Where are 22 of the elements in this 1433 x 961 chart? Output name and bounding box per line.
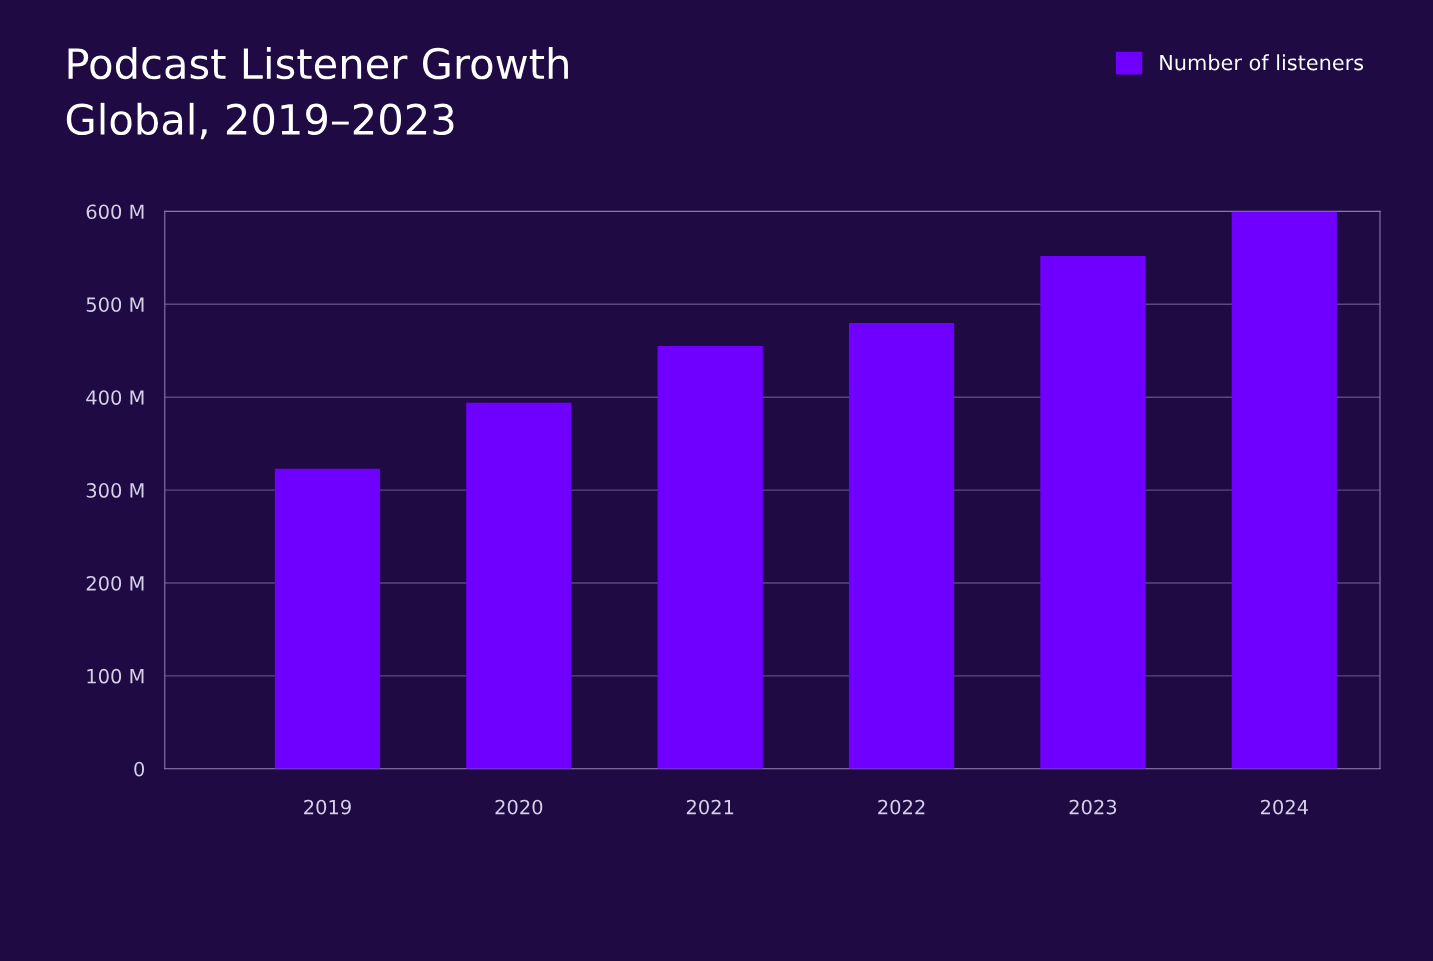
y-tick-label: 600 M xyxy=(86,204,144,220)
x-tick-label: 2022 xyxy=(878,799,925,815)
bar xyxy=(657,346,763,769)
bar xyxy=(848,322,955,769)
y-tick-label: 400 M xyxy=(86,390,144,405)
y-tick-label: 300 M xyxy=(86,483,144,498)
legend-label: Number of listeners xyxy=(1160,54,1364,71)
x-tick-label: 2021 xyxy=(686,799,734,815)
x-tick-label: 2024 xyxy=(1260,799,1308,815)
y-tick-label: 0 xyxy=(134,761,145,777)
chart-title: Podcast Listener Growth xyxy=(68,47,568,80)
chart-subtitle: Global, 2019–2023 xyxy=(66,102,454,140)
bar xyxy=(274,468,381,769)
y-tick-label: 200 M xyxy=(86,575,144,591)
x-tick-label: 2023 xyxy=(1069,799,1117,815)
bar xyxy=(1040,256,1146,769)
x-tick-label: 2020 xyxy=(495,799,543,815)
x-tick-label: 2019 xyxy=(304,799,351,815)
y-tick-label: 500 M xyxy=(86,297,144,312)
bar xyxy=(1231,211,1337,769)
y-tick-label: 100 M xyxy=(87,668,144,684)
bar xyxy=(466,402,572,769)
